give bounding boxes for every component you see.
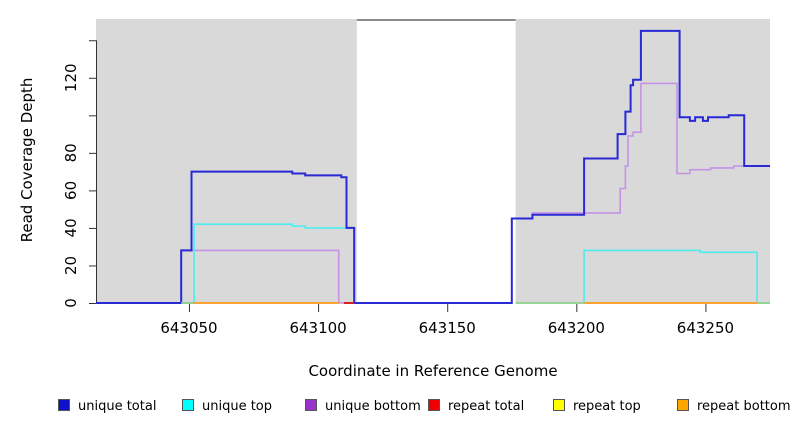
legend-label: unique top [202,399,273,414]
x-tick-label: 643250 [677,319,734,337]
series-unique-top-line [583,249,758,303]
series-unique-total-line [96,29,770,304]
masked-region [515,19,770,303]
legend-label: repeat top [573,399,641,414]
y-tick-label: 120 [62,63,80,92]
legend-swatch [553,399,565,411]
legend-item-repeat-bottom: repeat bottom [677,399,791,414]
masked-region [96,19,357,303]
legend-swatch [677,399,689,411]
legend-label: repeat bottom [697,399,791,414]
y-tick-label: 60 [62,181,80,200]
x-tick-label: 643050 [160,319,217,337]
x-tick-label: 643100 [289,319,346,337]
y-tick-label: 20 [62,256,80,275]
legend-label: repeat total [448,399,525,414]
legend-item-unique-total: unique total [58,399,157,414]
y-tick-label: 40 [62,218,80,237]
y-tick-label: 0 [62,298,80,308]
legend-swatch [58,399,70,411]
x-axis-title: Coordinate in Reference Genome [308,362,558,380]
legend-label: unique total [78,399,157,414]
legend-item-repeat-top: repeat top [553,399,641,414]
legend-swatch [182,399,194,411]
legend-label: unique bottom [325,399,421,414]
legend-item-repeat-total: repeat total [428,399,525,414]
x-tick-label: 643150 [419,319,476,337]
series-unique-top-line [181,223,356,304]
legend-swatch [428,399,440,411]
y-axis-title: Read Coverage Depth [18,77,36,243]
legend-swatch [305,399,317,411]
y-tick-label: 80 [62,143,80,162]
legend-item-unique-bottom: unique bottom [305,399,421,414]
legend-item-unique-top: unique top [182,399,273,414]
x-tick-label: 643200 [548,319,605,337]
